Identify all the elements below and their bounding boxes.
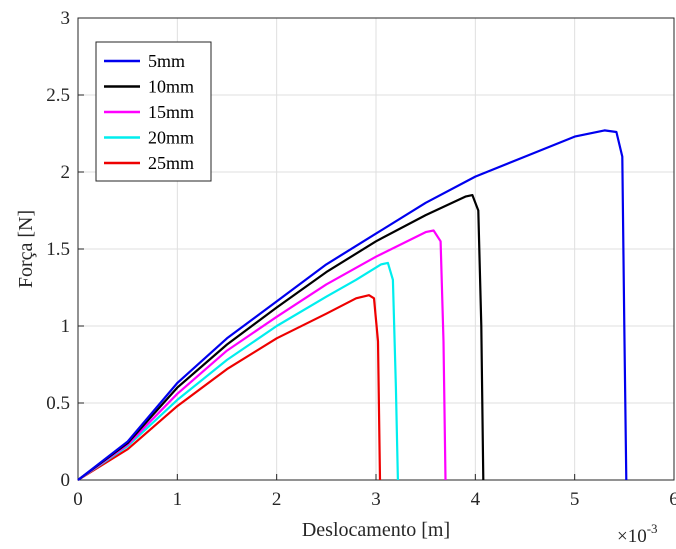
x-tick-label: 6 — [669, 489, 676, 510]
series-line-25mm — [77, 294, 382, 481]
y-tick-label: 0.5 — [46, 393, 70, 414]
x-tick-label: 2 — [272, 489, 282, 510]
y-axis-ticks: 0 0.5 1 1.5 2 2.5 3 — [46, 8, 84, 491]
legend: 5mm 10mm 15mm 20mm 25mm — [95, 41, 212, 182]
x-tick-label: 4 — [471, 489, 481, 510]
legend-item-5mm: 5mm — [104, 51, 185, 71]
x-axis-label: Deslocamento [m] — [302, 519, 450, 541]
y-axis-label: Força [N] — [15, 210, 37, 288]
legend-item-10mm: 10mm — [104, 77, 194, 97]
x-tick-label: 0 — [73, 489, 83, 510]
legend-label: 15mm — [148, 102, 194, 122]
y-tick-label: 1 — [61, 316, 71, 337]
x-axis-multiplier-base: ×10 — [617, 526, 647, 547]
series-lines — [77, 129, 628, 481]
series-line-5mm — [77, 129, 628, 481]
legend-item-20mm: 20mm — [104, 128, 194, 148]
legend-label: 10mm — [148, 77, 194, 97]
y-tick-label: 3 — [61, 8, 71, 29]
y-tick-label: 2 — [61, 162, 71, 183]
series-line-20mm — [77, 261, 399, 481]
legend-label: 5mm — [148, 51, 185, 71]
legend-item-25mm: 25mm — [104, 153, 194, 173]
x-axis-multiplier: ×10-3 — [617, 521, 658, 547]
x-tick-label: 5 — [570, 489, 580, 510]
series-line-15mm — [77, 229, 447, 481]
y-tick-label: 2.5 — [46, 85, 70, 106]
legend-label: 25mm — [148, 153, 194, 173]
x-tick-label: 1 — [173, 489, 183, 510]
x-axis-ticks: 0 1 2 3 4 5 6 — [73, 474, 676, 510]
legend-label: 20mm — [148, 128, 194, 148]
x-axis-multiplier-exponent: -3 — [647, 521, 658, 536]
legend-item-15mm: 15mm — [104, 102, 194, 122]
x-tick-label: 3 — [371, 489, 381, 510]
series-line-10mm — [77, 194, 485, 481]
y-tick-label: 0 — [61, 470, 71, 491]
y-tick-label: 1.5 — [46, 239, 70, 260]
